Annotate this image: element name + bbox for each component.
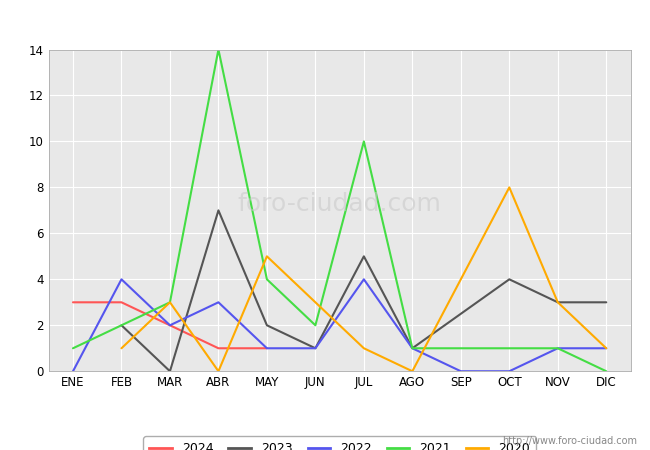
Text: Matriculaciones de Vehiculos en Menàrguens: Matriculaciones de Vehiculos en Menàrgue… bbox=[122, 10, 528, 29]
Text: http://www.foro-ciudad.com: http://www.foro-ciudad.com bbox=[502, 436, 637, 446]
Legend: 2024, 2023, 2022, 2021, 2020: 2024, 2023, 2022, 2021, 2020 bbox=[143, 436, 536, 450]
Text: foro-ciudad.com: foro-ciudad.com bbox=[238, 192, 441, 216]
